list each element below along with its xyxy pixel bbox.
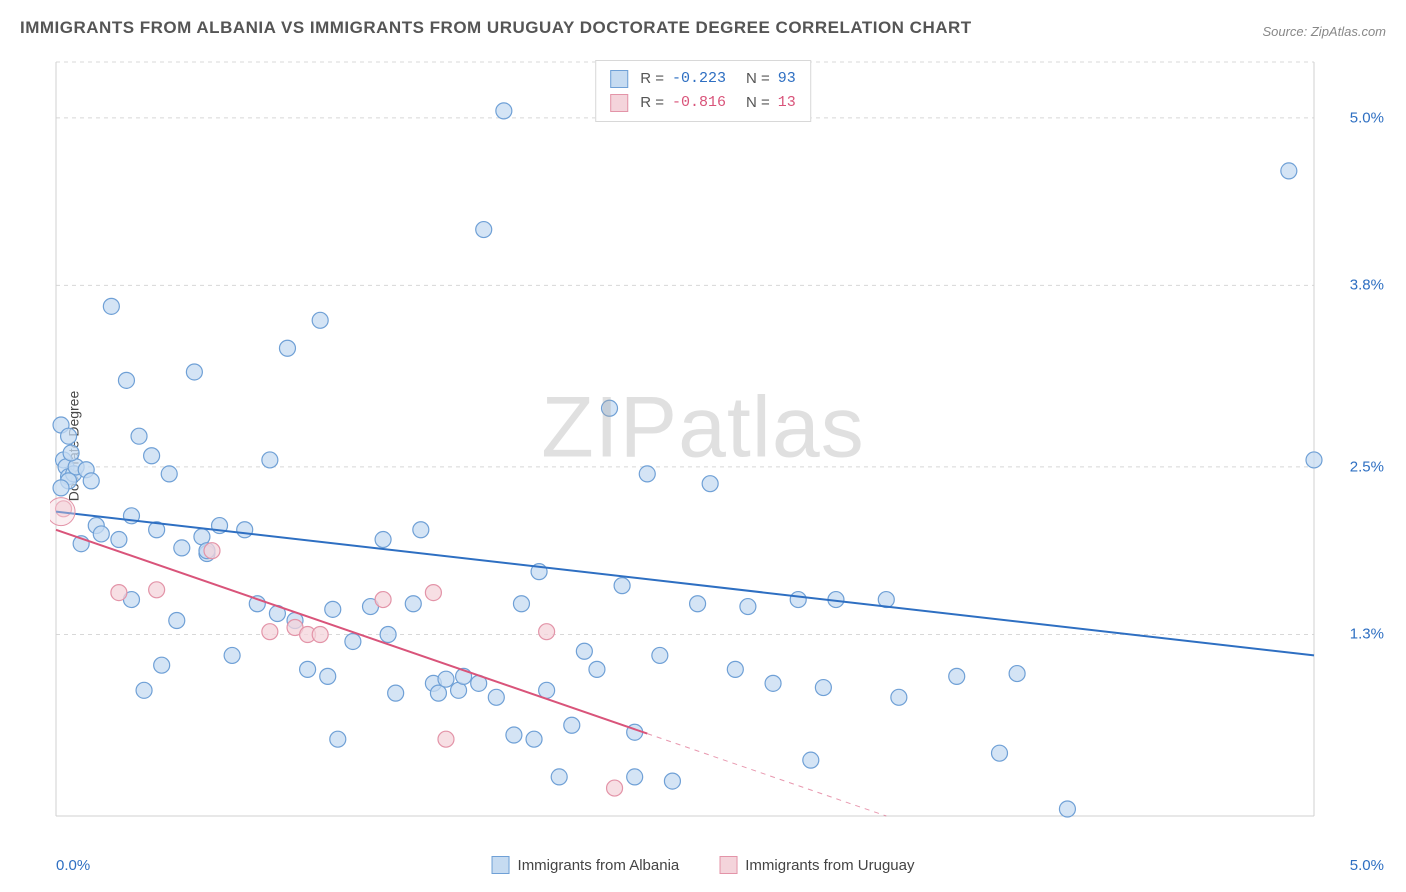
series-legend: Immigrants from Albania Immigrants from …	[492, 856, 915, 874]
r-value-series2: -0.816	[672, 91, 726, 115]
y-tick-label: 2.5%	[1350, 458, 1384, 475]
swatch-series2	[610, 94, 628, 112]
y-tick-label: 5.0%	[1350, 109, 1384, 126]
legend-row-series2: R = -0.816 N = 13	[610, 91, 796, 115]
r-value-series1: -0.223	[672, 67, 726, 91]
legend-item-series2: Immigrants from Uruguay	[719, 856, 914, 874]
legend-label-series2: Immigrants from Uruguay	[745, 857, 914, 874]
chart-canvas	[50, 58, 1360, 848]
n-label: N =	[746, 91, 770, 115]
r-label: R =	[640, 91, 664, 115]
legend-row-series1: R = -0.223 N = 93	[610, 67, 796, 91]
source-attribution: Source: ZipAtlas.com	[1262, 24, 1386, 39]
x-axis-max-label: 5.0%	[1350, 857, 1384, 874]
swatch-series1	[610, 70, 628, 88]
n-label: N =	[746, 67, 770, 91]
y-tick-label: 1.3%	[1350, 626, 1384, 643]
chart-title: IMMIGRANTS FROM ALBANIA VS IMMIGRANTS FR…	[20, 18, 972, 38]
n-value-series2: 13	[778, 91, 796, 115]
scatter-plot	[50, 58, 1360, 848]
correlation-legend: R = -0.223 N = 93 R = -0.816 N = 13	[595, 60, 811, 122]
legend-item-series1: Immigrants from Albania	[492, 856, 680, 874]
swatch-series2	[719, 856, 737, 874]
r-label: R =	[640, 67, 664, 91]
x-axis-min-label: 0.0%	[56, 857, 90, 874]
y-tick-label: 3.8%	[1350, 277, 1384, 294]
n-value-series1: 93	[778, 67, 796, 91]
swatch-series1	[492, 856, 510, 874]
legend-label-series1: Immigrants from Albania	[518, 857, 680, 874]
